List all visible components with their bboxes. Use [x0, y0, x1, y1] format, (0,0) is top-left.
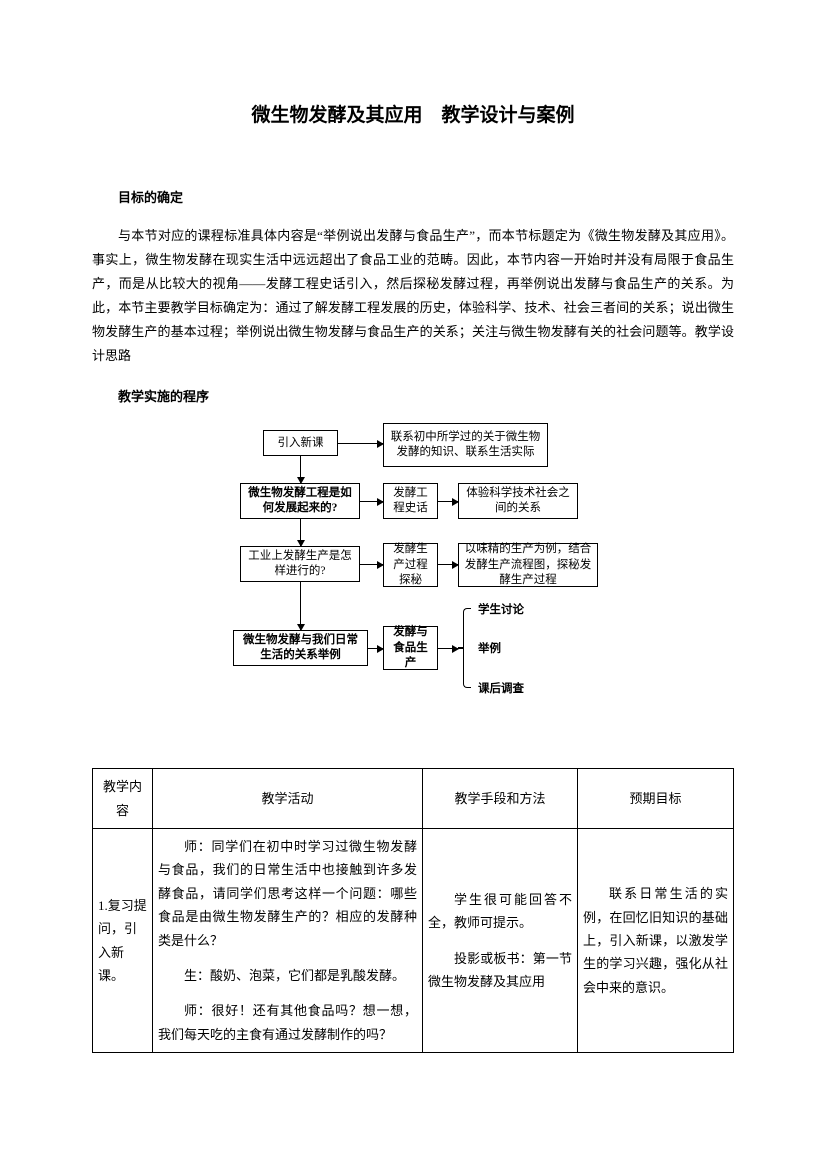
fc-arrow-icon [300, 456, 301, 483]
section-heading-procedure: 教学实施的程序 [92, 386, 734, 405]
brace-icon [463, 608, 471, 688]
fc-arrow-icon [360, 501, 383, 502]
cell-activity: 师：同学们在初中时学习过微生物发酵与食品，我们的日常生活中也接触到许多发酵食品，… [153, 829, 423, 1053]
fc-arrow-icon [300, 582, 301, 630]
page-title: 微生物发酵及其应用 教学设计与案例 [92, 100, 734, 127]
table-row: 1.复习提问，引入新课。 师：同学们在初中时学习过微生物发酵与食品，我们的日常生… [93, 829, 734, 1053]
fc-node-dev: 微生物发酵工程是如何发展起来的? [240, 483, 360, 519]
fc-arrow-icon [338, 443, 383, 444]
fc-arrow-icon [360, 564, 383, 565]
fc-node-dev-right: 体验科学技术社会之间的关系 [458, 483, 578, 519]
student-line: 生：酸奶、泡菜，它们都是乳酸发酵。 [158, 964, 417, 987]
fc-arrow-icon [438, 648, 458, 649]
th-goal: 预期目标 [578, 769, 734, 829]
fc-brace-item-2: 举例 [478, 641, 501, 657]
fc-arrow-icon [300, 519, 301, 546]
fc-arrow-icon [438, 501, 458, 502]
table-header-row: 教学内容 教学活动 教学手段和方法 预期目标 [93, 769, 734, 829]
section-heading-goal: 目标的确定 [92, 187, 734, 206]
fc-brace-item-1: 学生讨论 [478, 602, 524, 618]
page-content: 微生物发酵及其应用 教学设计与案例 目标的确定 与本节对应的课程标准具体内容是“… [0, 0, 826, 1113]
flowchart-diagram: 引入新课 联系初中所学过的关于微生物发酵的知识、联系生活实际 微生物发酵工程是如… [193, 430, 633, 740]
goal-text: 联系日常生活的实例，在回忆旧知识的基础上，引入新课，以激发学生的学习兴趣，强化从… [583, 882, 728, 999]
cell-content: 1.复习提问，引入新课。 [93, 829, 153, 1053]
fc-arrow-icon [368, 648, 383, 649]
intro-paragraph: 与本节对应的课程标准具体内容是“举例说出发酵与食品生产”，而本节标题定为《微生物… [92, 224, 734, 368]
fc-node-ind-right: 以味精的生产为例，结合发酵生产流程图，探秘发酵生产过程 [458, 543, 598, 587]
cell-method: 学生很可能回答不全，教师可提示。 投影或板书：第一节微生物发酵及其应用 [423, 829, 578, 1053]
teacher-line-1: 师：同学们在初中时学习过微生物发酵与食品，我们的日常生活中也接触到许多发酵食品，… [158, 835, 417, 952]
teaching-table: 教学内容 教学活动 教学手段和方法 预期目标 1.复习提问，引入新课。 师：同学… [92, 768, 734, 1053]
fc-arrow-icon [438, 564, 458, 565]
method-line-1: 学生很可能回答不全，教师可提示。 [428, 888, 572, 935]
fc-node-daily-mid: 发酵与食品生产 [383, 626, 438, 670]
fc-node-ind-mid: 发酵生产过程探秘 [383, 543, 438, 587]
th-content: 教学内容 [93, 769, 153, 829]
fc-node-intro-right: 联系初中所学过的关于微生物发酵的知识、联系生活实际 [383, 423, 548, 467]
fc-node-daily: 微生物发酵与我们日常生活的关系举例 [233, 630, 368, 666]
fc-node-ind: 工业上发酵生产是怎样进行的? [240, 546, 360, 582]
th-activity: 教学活动 [153, 769, 423, 829]
teacher-line-2: 师：很好！还有其他食品吗？想一想，我们每天吃的主食有通过发酵制作的吗？ [158, 999, 417, 1046]
th-method: 教学手段和方法 [423, 769, 578, 829]
method-line-2: 投影或板书：第一节微生物发酵及其应用 [428, 947, 572, 994]
fc-brace-item-3: 课后调查 [478, 681, 524, 697]
cell-goal: 联系日常生活的实例，在回忆旧知识的基础上，引入新课，以激发学生的学习兴趣，强化从… [578, 829, 734, 1053]
fc-node-dev-mid: 发酵工程史话 [383, 483, 438, 519]
fc-node-intro: 引入新课 [263, 430, 338, 456]
